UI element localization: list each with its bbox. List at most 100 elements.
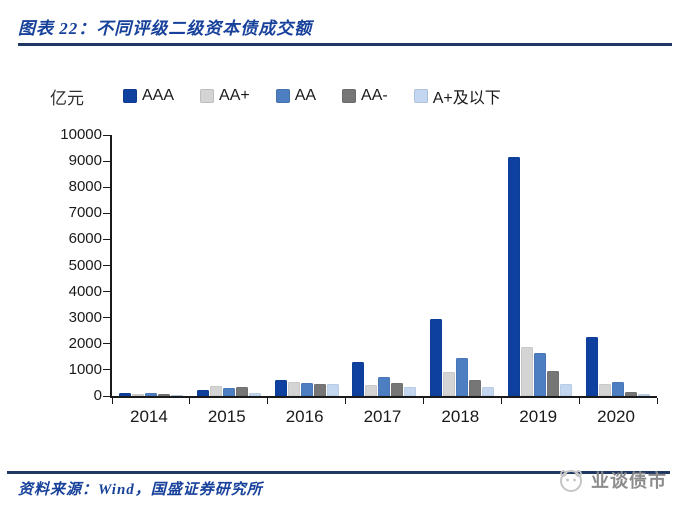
bar-AA+: [131, 393, 144, 396]
x-tick-label: 2019: [519, 407, 558, 426]
bar-AA-: [625, 391, 638, 396]
figure-title: 图表 22：不同评级二级资本债成交额: [18, 19, 313, 38]
y-tick-label: 10000: [60, 126, 102, 143]
x-tick-label: 2015: [207, 407, 246, 426]
bar-AA: [144, 393, 157, 396]
bar-AA: [378, 377, 391, 396]
bar-AA-: [547, 371, 560, 396]
bar-AAA: [274, 380, 287, 396]
legend-label: AA: [294, 87, 317, 104]
bar-A+及以下: [482, 387, 495, 396]
x-tick-mark: [500, 398, 502, 404]
bar-A+及以下: [560, 384, 573, 396]
y-tick-mark: [103, 160, 110, 162]
bar-AA: [300, 382, 313, 396]
bar-AAA: [352, 362, 365, 396]
x-tick-label: 2018: [441, 407, 480, 426]
bar-AA-: [391, 383, 404, 396]
bar-A+及以下: [404, 387, 417, 396]
y-tick-label: 4000: [68, 282, 102, 300]
legend-item: AA-: [342, 87, 388, 105]
legend-swatch: [413, 89, 428, 103]
y-axis-labels: 0 1000 2000 3000 4000 5000 6000 7000 8000 9000 100…: [38, 126, 102, 404]
bar-AA-: [313, 384, 326, 396]
y-tick-label: 7000: [68, 204, 102, 222]
y-tick-label: 0: [93, 387, 102, 404]
bar-AA+: [287, 381, 300, 396]
y-tick-label: 2000: [68, 334, 102, 352]
y-tick-label: 6000: [68, 230, 102, 248]
legend-item: AA+: [200, 87, 250, 105]
bar-group: [112, 135, 190, 396]
y-tick-label: 1000: [68, 360, 102, 378]
x-tick-mark: [422, 398, 424, 404]
legend-label: A+及以下: [432, 90, 501, 107]
watermark-label: 业谈债市: [591, 471, 667, 491]
bar-AA+: [365, 384, 378, 396]
legend-swatch: [275, 89, 290, 103]
bar-AAA: [508, 157, 521, 396]
y-tick-mark: [103, 395, 110, 397]
footer-divider: [7, 471, 670, 474]
y-tick-label: 5000: [68, 256, 102, 274]
legend-item: AAA: [123, 87, 174, 105]
x-tick-mark: [189, 398, 191, 404]
y-tick-mark: [103, 186, 110, 188]
x-tick-label: 2017: [363, 407, 402, 426]
bar-A+及以下: [248, 392, 261, 396]
y-tick-mark: [103, 134, 110, 136]
x-tick-label: 2016: [285, 407, 324, 426]
y-tick-mark: [103, 291, 110, 293]
plot-area: [103, 134, 658, 404]
x-tick-label: 2020: [597, 407, 635, 426]
legend-label: AA+: [219, 87, 250, 104]
x-tick-mark: [345, 398, 347, 404]
legend-label: AA-: [361, 87, 388, 104]
x-tick-mark: [578, 398, 580, 404]
legend-swatch: [200, 89, 215, 103]
bar-group: [501, 135, 579, 396]
bar-AA-: [157, 394, 170, 396]
x-tick-mark: [656, 398, 658, 404]
bar-AA+: [599, 383, 612, 396]
y-tick-mark: [103, 317, 110, 319]
legend-swatch: [342, 89, 357, 103]
bar-group: [579, 135, 657, 396]
bar-AA: [222, 387, 235, 396]
bar-AA: [612, 382, 625, 396]
y-axis-unit-label: 亿元: [50, 89, 84, 108]
legend-item: AA: [275, 87, 317, 105]
bar-AA: [534, 353, 547, 396]
x-axis-labels: 2014 2015 2016 2017 2018 2019 2020: [110, 407, 655, 431]
y-tick-label: 8000: [68, 178, 102, 196]
y-tick-label: 9000: [68, 152, 102, 170]
x-tick-label: 2014: [130, 407, 168, 426]
y-tick-mark: [103, 369, 110, 371]
bar-AA+: [209, 386, 222, 396]
bar-A+及以下: [638, 393, 651, 396]
bar-group: [346, 135, 424, 396]
source-note: 资料来源：Wind，国盛证券研究所: [18, 482, 263, 498]
bar-AAA: [118, 392, 131, 396]
bar-group: [190, 135, 268, 396]
bar-AA+: [443, 371, 456, 396]
title-divider: [18, 43, 672, 46]
legend-item: A+及以下: [413, 84, 501, 108]
panda-logo-icon: [560, 470, 582, 492]
watermark: 业谈债市: [557, 466, 667, 494]
y-tick-mark: [103, 343, 110, 345]
y-tick-mark: [103, 238, 110, 240]
bar-AA: [456, 358, 469, 396]
bar-AAA: [586, 336, 599, 396]
bar-AA+: [521, 347, 534, 396]
chart-legend: AAA AA+ AA AA- A+及以下: [123, 84, 501, 108]
y-tick-mark: [103, 212, 110, 214]
y-tick-label: 3000: [68, 308, 102, 326]
x-tick-mark: [111, 398, 113, 404]
bar-A+及以下: [170, 394, 183, 396]
x-tick-mark: [267, 398, 269, 404]
y-tick-mark: [103, 265, 110, 266]
bar-AA-: [235, 386, 248, 396]
bar-group: [423, 135, 501, 396]
